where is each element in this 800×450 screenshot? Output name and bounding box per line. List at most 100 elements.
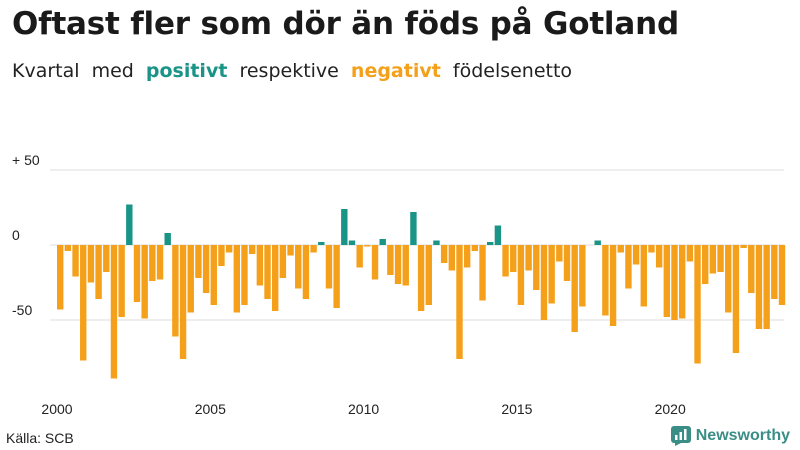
bar <box>725 245 732 313</box>
bar <box>625 245 632 289</box>
bar <box>133 245 141 302</box>
bar <box>471 245 479 251</box>
bar <box>479 245 486 301</box>
source-label: Källa: SCB <box>6 430 74 446</box>
bar <box>563 245 571 281</box>
bar <box>195 245 202 278</box>
x-tick-label: 2020 <box>655 401 686 417</box>
bar <box>778 245 786 305</box>
bar <box>686 245 694 262</box>
bar <box>371 245 379 280</box>
bar <box>755 245 763 329</box>
bar <box>248 245 256 254</box>
bar <box>141 245 148 319</box>
bar <box>717 245 724 272</box>
bar <box>356 245 363 268</box>
bar <box>179 245 187 359</box>
bar <box>387 245 394 275</box>
subtitle-text-2: respektive <box>239 60 339 82</box>
x-tick-label: 2010 <box>348 401 379 417</box>
subtitle-text-1: Kvartal med <box>12 60 134 82</box>
bar <box>302 245 310 299</box>
bar <box>702 245 709 284</box>
bar <box>402 245 409 286</box>
bar <box>594 240 601 245</box>
y-tick-label: 0 <box>12 227 20 243</box>
bar <box>609 245 617 326</box>
bar <box>272 245 279 311</box>
bar <box>256 245 264 286</box>
bar <box>241 245 248 305</box>
bar <box>202 245 210 293</box>
bar <box>279 245 287 278</box>
bar <box>732 245 740 353</box>
bar <box>187 245 194 313</box>
bar <box>126 204 133 245</box>
bar <box>318 242 325 245</box>
chart-title: Oftast fler som dör än föds på Gotland <box>12 6 679 42</box>
bar <box>602 245 609 316</box>
bar <box>210 245 217 305</box>
bar <box>325 245 333 289</box>
bar <box>425 245 432 305</box>
bar <box>748 245 755 293</box>
bar <box>663 245 671 317</box>
bar <box>694 245 701 364</box>
bar <box>640 245 647 307</box>
bar <box>494 225 502 245</box>
bar <box>149 245 156 281</box>
bar <box>556 245 563 262</box>
bar <box>740 245 747 248</box>
bar <box>310 245 317 253</box>
bar <box>571 245 578 332</box>
bar <box>103 245 110 272</box>
x-tick-label: 2015 <box>501 401 532 417</box>
bar <box>671 245 678 320</box>
bar <box>655 245 663 268</box>
bar <box>410 212 417 245</box>
bar <box>80 245 87 361</box>
bar <box>632 245 640 265</box>
bar <box>341 209 348 245</box>
bar <box>72 245 79 277</box>
bar <box>463 245 471 268</box>
bar <box>164 233 171 245</box>
bar <box>763 245 770 329</box>
bar <box>487 242 494 245</box>
bar <box>579 245 586 307</box>
y-tick-label: -50 <box>12 302 32 318</box>
y-tick-label: + 50 <box>12 152 40 168</box>
bar <box>333 245 340 308</box>
bar <box>617 245 624 253</box>
bar <box>540 245 548 320</box>
bar <box>110 245 118 379</box>
bar <box>533 245 540 290</box>
bar <box>218 245 225 266</box>
bar <box>525 245 532 271</box>
bar <box>517 245 525 305</box>
bar <box>233 245 241 313</box>
bar <box>118 245 125 317</box>
bar <box>502 245 509 277</box>
bar <box>156 245 164 280</box>
bar <box>417 245 425 311</box>
bar <box>264 245 271 299</box>
bar <box>172 245 179 337</box>
bar <box>433 240 440 245</box>
brand-name: Newsworthy <box>695 427 790 444</box>
bar <box>510 245 517 272</box>
subtitle-positive-label: positivt <box>145 60 228 82</box>
bar <box>348 240 356 245</box>
bar <box>440 245 448 263</box>
bar <box>394 245 402 284</box>
subtitle-text-3: födelsenetto <box>452 60 573 82</box>
subtitle-negative-label: negativt <box>350 60 441 82</box>
x-tick-label: 2000 <box>41 401 72 417</box>
newsworthy-logo: Newsworthy <box>670 426 790 446</box>
bar <box>648 245 655 253</box>
bar <box>456 245 463 359</box>
x-tick-label: 2005 <box>195 401 226 417</box>
bar <box>225 245 233 253</box>
bar <box>87 245 95 283</box>
